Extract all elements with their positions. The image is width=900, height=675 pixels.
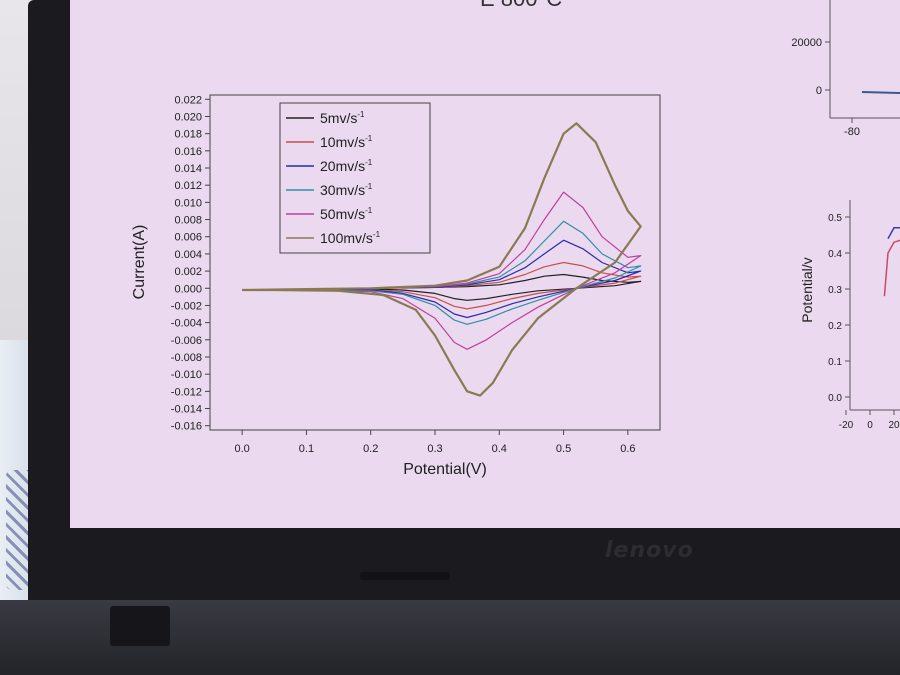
cv-y-axis-label: Current(A) [131,225,148,300]
cv-y-tick-label: 0.016 [174,146,202,158]
cv-y-tick-label: -0.012 [171,386,202,398]
br-series [883,227,900,297]
cv-legend-superscript: -1 [365,158,373,167]
br-y-tick-label: 0.0 [828,393,842,404]
cv-y-tick-label: -0.006 [171,335,202,347]
cv-legend-label: 5mv/s-1 [320,110,365,126]
cv-y-tick-label: -0.008 [171,352,202,364]
cv-series-line [242,220,642,325]
br-y-tick-label: 0.3 [828,285,842,296]
br-y-tick-label: 0.1 [828,357,842,368]
br-y-tick-label: 0.5 [828,213,842,224]
cv-y-tick-label: 0.018 [174,129,202,141]
cv-legend-box [279,102,431,254]
cv-x-tick-label: 0.3 [427,443,442,455]
cv-legend-superscript: -1 [365,182,373,191]
cv-series-line [242,273,642,301]
br-y-tick-label: 0.4 [828,249,842,260]
cv-x-tick-label: 0.0 [234,443,249,455]
monitor-hinge [360,572,450,580]
cv-y-tick-label: 0.006 [174,232,202,244]
br-x-tick-label: 20 [888,420,900,431]
cv-legend-superscript: -1 [365,134,373,143]
cv-y-tick-label: -0.004 [171,318,202,330]
cv-legend-label: 20mv/s-1 [320,158,373,174]
cv-y-tick-label: -0.010 [171,369,202,381]
cv-y-tick-label: 0.014 [174,163,202,175]
tr-x-tick-label: -80 [844,126,860,138]
cv-legend-superscript: -1 [373,230,381,239]
cv-y-tick-label: 0.002 [174,266,202,278]
cv-series-line [242,122,642,397]
cv-y-tick-label: -0.016 [171,421,202,433]
cv-y-tick-label: 0.020 [174,111,202,123]
cv-plot-frame [209,94,661,431]
cv-y-axis: 0.022 0.020 0.018 0.016 0.014 0.012 0.010 0.008… [171,94,210,433]
cv-x-tick-label: 0.1 [299,443,314,455]
laptop-port [110,606,170,646]
cv-legend-label: 10mv/s-1 [320,134,373,150]
cv-x-axis: 0.0 0.1 0.2 0.3 0.4 0.5 0.6 [234,430,636,455]
tr-ticks: 20000 0 -80 [791,37,860,138]
br-ticks: 0.5 0.4 0.3 0.2 0.1 0.0 -20 0 20 [828,213,900,431]
br-y-axis-label: Potential/v [799,257,815,322]
cv-y-tick-label: -0.002 [171,300,202,312]
cv-y-tick-label: 0.012 [174,180,202,192]
tr-y-tick-label: 0 [816,85,822,97]
cv-y-tick-label: 0.022 [174,94,202,106]
cv-x-axis-label: Potential(V) [403,461,487,478]
br-y-tick-label: 0.2 [828,321,842,332]
cv-y-tick-label: 0.000 [174,283,202,295]
br-x-tick-label: 0 [867,420,873,431]
cv-y-tick-label: -0.014 [171,404,202,416]
cv-series [242,122,642,397]
cv-chart: 0.022 0.020 0.018 0.016 0.014 0.012 0.010 0.008… [131,94,661,478]
screen-canvas: E 800°C 0.0220.0200.0180.0160.0140.0120.… [131,0,900,478]
screen: E 800°C 0.0220.0200.0180.0160.0140.0120.… [70,0,900,528]
cv-legend-superscript: -1 [365,206,373,215]
cv-legend-label: 50mv/s-1 [320,206,373,222]
cv-y-tick-label: 0.010 [174,197,202,209]
cv-legend-label: 30mv/s-1 [320,182,373,198]
cv-series-line [242,261,642,310]
tr-y-tick-label: 20000 [791,37,822,49]
br-x-tick-label: -20 [839,420,854,431]
cv-series-line [242,239,642,319]
tr-series [861,91,900,94]
cv-x-tick-label: 0.6 [620,443,635,455]
cv-x-tick-label: 0.4 [492,443,507,455]
top-right-chart: 20000 0 -80 [791,0,900,138]
cv-legend-superscript: -1 [357,110,365,119]
tr-series-line [861,91,900,94]
cv-y-tick-label: 0.008 [174,215,202,227]
cv-legend: 5mv/s-1 10mv/s-1 20mv/s-1 30mv/s-1 50mv/s-1 1… [279,102,431,254]
cv-y-tick-label: 0.004 [174,249,202,261]
bottom-right-chart: 0.5 0.4 0.3 0.2 0.1 0.0 -20 0 20 Potential/v [799,200,900,431]
top-title: E 800°C [480,0,562,11]
cv-x-tick-label: 0.5 [556,443,571,455]
br-series-line [887,227,900,239]
lenovo-logo: lenovo [605,538,694,563]
cv-legend-label: 100mv/s-1 [320,230,381,246]
cv-x-tick-label: 0.2 [363,443,378,455]
br-series-line [883,239,900,297]
cv-series-line [242,191,642,350]
